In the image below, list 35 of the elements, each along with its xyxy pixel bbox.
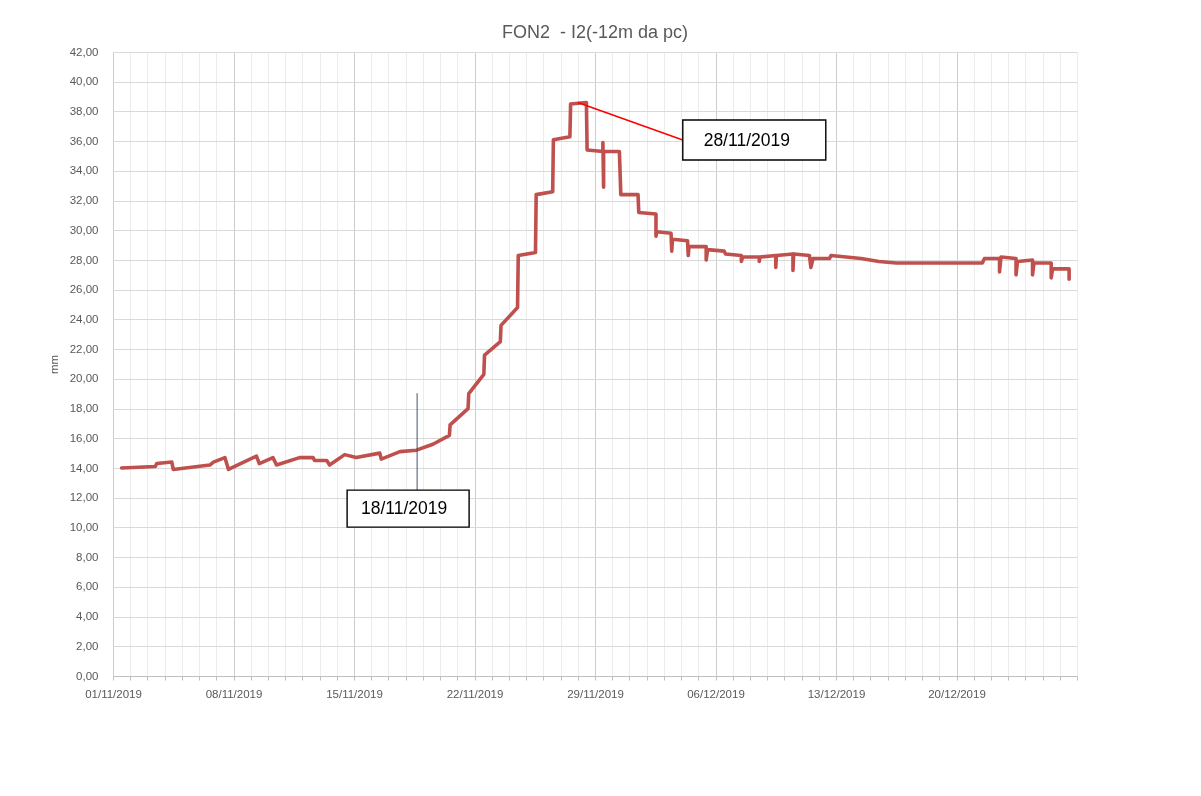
x-tick-label: 13/12/2019 [807,687,866,700]
annotation: 18/11/2019 [360,497,448,518]
y-tick-label: 14,00 [69,461,99,474]
y-tick-label: 40,00 [69,75,99,88]
x-tick-label: 06/12/2019 [687,687,745,700]
y-tick-label: 10,00 [69,520,99,533]
y-tick-label: 30,00 [69,223,99,236]
y-tick-label: 38,00 [69,104,99,117]
y-tick-label: 16,00 [69,431,99,444]
line-series [119,100,1071,472]
x-tick-label: 29/11/2019 [567,687,624,700]
annotation: 28/11/2019 [703,129,790,150]
x-tick-label: 20/12/2019 [928,687,986,700]
y-tick-label: 28,00 [69,253,99,266]
y-tick-label: 36,00 [69,134,99,147]
x-tick-label: 15/11/2019 [326,687,383,700]
x-tick-label: 01/11/2019 [85,687,142,700]
y-tick-label: 42,00 [69,45,99,58]
y-tick-label: 8,00 [76,550,99,563]
x-tick-label: 22/11/2019 [446,687,504,700]
y-tick-label: 0,00 [76,669,99,682]
x-tick-label: 08/11/2019 [205,687,263,700]
chart-title: FON2 - I2(-12m da pc) [501,22,689,42]
y-tick-label: 24,00 [69,312,99,325]
y-tick-label: 18,00 [69,402,99,415]
y-axis-title: mm [47,354,60,375]
y-tick-label: 12,00 [69,491,99,504]
y-tick-label: 6,00 [76,580,99,593]
y-tick-label: 4,00 [76,610,99,623]
y-tick-label: 26,00 [69,283,99,296]
y-tick-label: 22,00 [69,342,99,355]
y-tick-label: 34,00 [69,164,99,177]
y-tick-label: 32,00 [69,194,99,207]
y-tick-label: 2,00 [76,639,99,652]
y-tick-label: 20,00 [69,372,99,385]
